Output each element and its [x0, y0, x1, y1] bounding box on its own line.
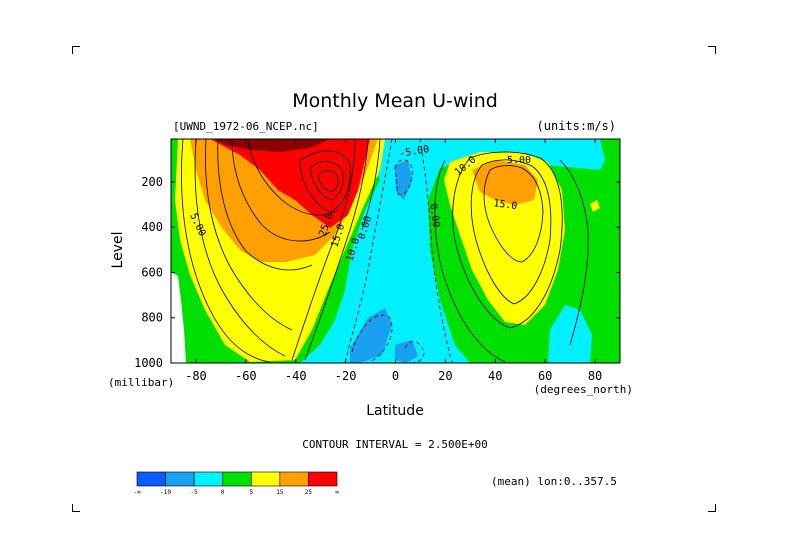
y-tick-label: 400 — [141, 220, 163, 234]
y-tick-label: 200 — [141, 175, 163, 189]
easterly-pocket-blue — [350, 308, 392, 363]
contour-line — [361, 139, 381, 231]
contour-lines — [181, 139, 589, 363]
colorbar-tick-label: 15 — [276, 489, 284, 496]
contour-line — [205, 139, 293, 331]
contour-interval-note: CONTOUR INTERVAL = 2.500E+00 — [302, 438, 487, 451]
contour-line — [317, 170, 339, 192]
easterly-region-cyan — [300, 139, 605, 363]
colorbar-tick-label: 0 — [221, 489, 225, 496]
x-tick-label: -20 — [335, 369, 357, 383]
x-tick-label: 80 — [588, 369, 602, 383]
contour-line — [217, 139, 313, 271]
contour-line-negative — [394, 159, 413, 195]
contour-line — [434, 159, 506, 363]
x-tick-label: 60 — [538, 369, 552, 383]
contour-line — [483, 165, 544, 263]
contour-line — [309, 161, 344, 201]
contour-line — [194, 139, 286, 357]
x-tick-label: 40 — [488, 369, 502, 383]
y-axis-title: Level — [110, 232, 126, 269]
x-tick-label: -60 — [235, 369, 257, 383]
contour-line — [559, 159, 589, 346]
colorbar-swatch — [250, 471, 281, 487]
contour-label: 5.00 — [507, 155, 531, 166]
contour-line-negative — [344, 139, 393, 363]
dataset-label: [UWND_1972-06_NCEP.nc] — [173, 120, 319, 133]
x-axis: -80 -60 -40 -20 0 20 40 60 80 — [185, 139, 602, 383]
colorbar-tick-label: -10 — [160, 489, 171, 496]
x-axis-title: Latitude — [366, 403, 424, 419]
x-tick-label: 0 — [392, 369, 399, 383]
colorbar-swatch — [308, 471, 338, 487]
contour-line — [470, 159, 552, 305]
colorbar-tick-label: 5 — [249, 489, 253, 496]
chart-title: Monthly Mean U-wind — [292, 90, 498, 112]
colorbar-tick-label: -5 — [191, 489, 199, 496]
colorbar-tick-label: ∞ — [335, 489, 339, 496]
contour-line — [299, 150, 351, 213]
y-tick-label: 600 — [141, 265, 163, 279]
colorbar-tick-label: 25 — [305, 489, 313, 496]
yellow-spot — [590, 200, 600, 212]
y-tick-label: 1000 — [134, 356, 163, 370]
colorbar-swatch — [165, 471, 195, 487]
contour-label: 15.0 — [493, 198, 518, 212]
southern-jet-core — [214, 139, 330, 152]
northern-jet-orange — [472, 160, 538, 205]
x-tick-label: 20 — [438, 369, 452, 383]
colorbar-swatch — [193, 471, 224, 487]
contour-line-negative — [404, 341, 425, 363]
x-tick-label: -40 — [285, 369, 307, 383]
contour-line — [452, 151, 563, 329]
y-axis: 200 400 600 800 1000 — [134, 175, 620, 370]
contour-line — [181, 139, 271, 363]
easterly-pocket-blue — [395, 340, 418, 363]
y-tick-label: 800 — [141, 311, 163, 325]
y-axis-units: (millibar) — [108, 376, 174, 389]
easterly-pocket-blue — [395, 160, 412, 200]
colorbar-tick-label: -∞ — [133, 489, 141, 496]
crop-mark-top-right — [708, 46, 716, 54]
crop-mark-top-left — [72, 46, 80, 54]
contour-line — [304, 139, 369, 361]
easterly-pocket-cyan — [548, 305, 592, 363]
x-axis-units: (degrees_north) — [534, 383, 633, 396]
colorbar: -∞ -10 -5 0 5 15 25 ∞ — [133, 471, 339, 496]
crop-mark-bottom-left — [72, 504, 80, 512]
footnote: (mean) lon:0..357.5 — [491, 475, 617, 488]
negative-contours — [344, 139, 453, 363]
missing-data-patch — [171, 272, 186, 363]
southern-jet-red — [210, 139, 370, 228]
colorbar-swatch — [279, 471, 309, 487]
contour-line-negative — [351, 314, 393, 363]
contour-line — [231, 139, 331, 242]
crop-mark-bottom-right — [708, 504, 716, 512]
contour-line-negative — [419, 139, 453, 363]
colorbar-swatch — [136, 471, 166, 487]
contour-line — [291, 139, 356, 361]
contour-label: 0.00 — [427, 203, 441, 228]
colorbar-swatch — [222, 471, 252, 487]
contour-line — [247, 139, 339, 216]
x-tick-label: -80 — [185, 369, 207, 383]
contour-label: -5.00 — [399, 144, 431, 160]
units-label: (units:m/s) — [537, 119, 616, 133]
